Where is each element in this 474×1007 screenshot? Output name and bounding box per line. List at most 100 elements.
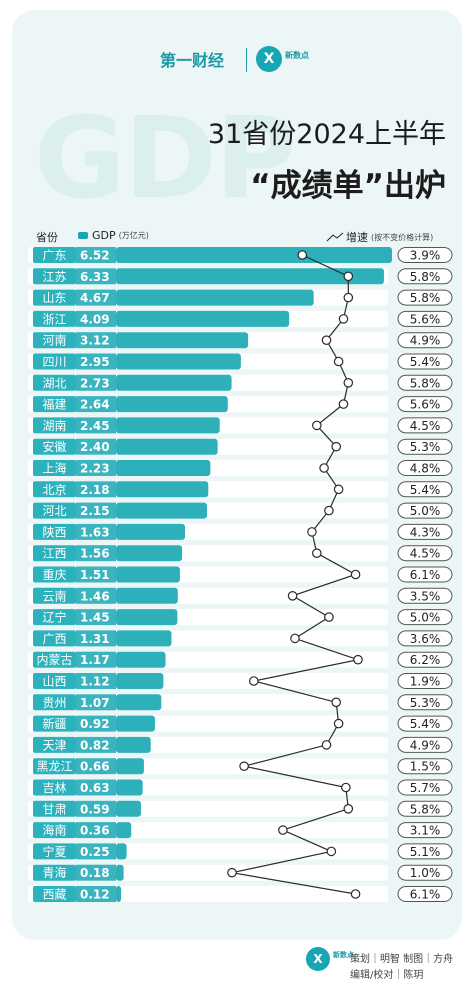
- province-label-box: [33, 694, 76, 711]
- gdp-value-bg: [76, 694, 116, 711]
- gdp-value-label: 1.12: [80, 675, 110, 689]
- logo-divider: [246, 48, 247, 72]
- growth-point: [350, 889, 361, 899]
- gdp-value-label: 2.73: [80, 376, 110, 390]
- province-label: 内蒙古: [36, 652, 72, 667]
- gdp-value-bg: [76, 332, 116, 349]
- growth-point: [278, 825, 288, 835]
- gdp-bar: [116, 247, 392, 263]
- gdp-value-label: 2.64: [80, 398, 110, 412]
- province-label-box: [33, 481, 76, 498]
- growth-point: [297, 250, 308, 260]
- gdp-value-bg: [76, 353, 116, 370]
- gdp-bar: [116, 566, 180, 583]
- province-label: 新疆: [42, 716, 66, 731]
- growth-point: [333, 484, 344, 495]
- gdp-value-bg: [76, 864, 116, 881]
- gdp-value-bg: [76, 268, 116, 285]
- province-label: 西藏: [42, 888, 66, 902]
- gdp-value-bg: [76, 502, 116, 519]
- gdp-bar: [116, 481, 209, 498]
- province-label-box: [33, 822, 76, 839]
- province-label-box: [33, 651, 76, 668]
- province-label: 安徽: [42, 439, 66, 454]
- growth-value-label: 5.3%: [410, 696, 441, 710]
- province-label-box: [33, 545, 76, 562]
- growth-pill: [397, 438, 453, 455]
- gdp-value-label: 0.12: [80, 888, 110, 902]
- growth-value-label: 6.2%: [410, 653, 441, 667]
- growth-pill: [397, 545, 453, 562]
- gdp-value-label: 0.18: [80, 866, 110, 880]
- gdp-value-bg: [76, 779, 116, 796]
- gdp-bar: [116, 523, 185, 540]
- province-label-box: [33, 460, 76, 476]
- gdp-value-label: 1.07: [80, 696, 110, 710]
- gdp-value-bg: [76, 289, 116, 306]
- growth-value-label: 5.8%: [410, 802, 441, 816]
- growth-point: [287, 590, 298, 601]
- gdp-watermark: GDP: [34, 94, 297, 224]
- growth-pill: [397, 779, 453, 796]
- province-label: 青海: [42, 865, 66, 880]
- province-label: 云南: [42, 588, 66, 603]
- gdp-bar: [116, 332, 249, 349]
- gdp-bar: [116, 460, 211, 476]
- credit-line-2: 编辑/校对｜陈玥: [350, 970, 424, 981]
- gdp-bar: [116, 673, 164, 689]
- gdp-value-bg: [76, 247, 116, 263]
- gdp-value-label: 0.25: [80, 845, 110, 859]
- province-label-box: [33, 630, 76, 647]
- growth-value-label: 5.7%: [410, 781, 441, 795]
- gdp-value-label: 1.46: [80, 589, 110, 603]
- growth-point: [324, 612, 334, 622]
- growth-value-label: 4.9%: [410, 334, 441, 348]
- gdp-legend-swatch: [78, 232, 88, 239]
- growth-value-label: 5.6%: [410, 398, 441, 412]
- growth-value-label: 5.1%: [410, 845, 441, 859]
- growth-point: [239, 761, 249, 771]
- gdp-bar: [116, 587, 178, 604]
- growth-pill: [397, 310, 453, 327]
- province-label-box: [33, 332, 76, 349]
- province-label-box: [33, 438, 76, 455]
- growth-legend: 增速 (按不变价格计算): [326, 229, 433, 245]
- growth-value-label: 4.5%: [410, 547, 441, 561]
- province-label-box: [33, 886, 76, 902]
- province-label: 重庆: [42, 568, 66, 582]
- province-label-box: [33, 523, 76, 540]
- gdp-value-bg: [76, 843, 116, 860]
- growth-point: [312, 548, 322, 558]
- growth-point: [312, 420, 322, 431]
- growth-pill: [397, 651, 453, 668]
- gdp-bar: [116, 864, 124, 881]
- gdp-value-label: 2.15: [80, 504, 110, 518]
- growth-pill: [397, 864, 453, 881]
- chart-title: 31省份2024上半年: [207, 119, 446, 150]
- growth-value-label: 4.8%: [410, 462, 441, 476]
- province-label: 江西: [42, 547, 66, 561]
- growth-pill: [397, 758, 453, 775]
- gdp-value-label: 0.82: [80, 738, 110, 752]
- province-label-box: [33, 353, 76, 370]
- gdp-value-bg: [76, 673, 116, 689]
- growth-value-label: 4.5%: [410, 419, 441, 433]
- growth-value-label: 6.1%: [410, 568, 441, 582]
- gdp-bar: [116, 374, 232, 391]
- province-label: 河北: [42, 504, 66, 518]
- gdp-value-label: 1.56: [80, 547, 110, 561]
- gdp-value-label: 1.45: [80, 611, 110, 625]
- growth-legend-label: 增速: [346, 231, 368, 244]
- province-label-box: [33, 843, 76, 860]
- province-label-box: [33, 609, 76, 626]
- growth-value-label: 5.8%: [410, 270, 441, 284]
- gdp-bar: [116, 800, 141, 817]
- growth-legend-note: (按不变价格计算): [371, 232, 434, 242]
- province-label: 上海: [42, 461, 66, 476]
- gdp-value-bg: [76, 417, 116, 434]
- gdp-bar: [116, 289, 314, 306]
- growth-value-label: 3.1%: [410, 824, 441, 838]
- province-label-box: [33, 779, 76, 796]
- province-label: 北京: [42, 483, 66, 497]
- growth-value-label: 4.3%: [410, 525, 441, 539]
